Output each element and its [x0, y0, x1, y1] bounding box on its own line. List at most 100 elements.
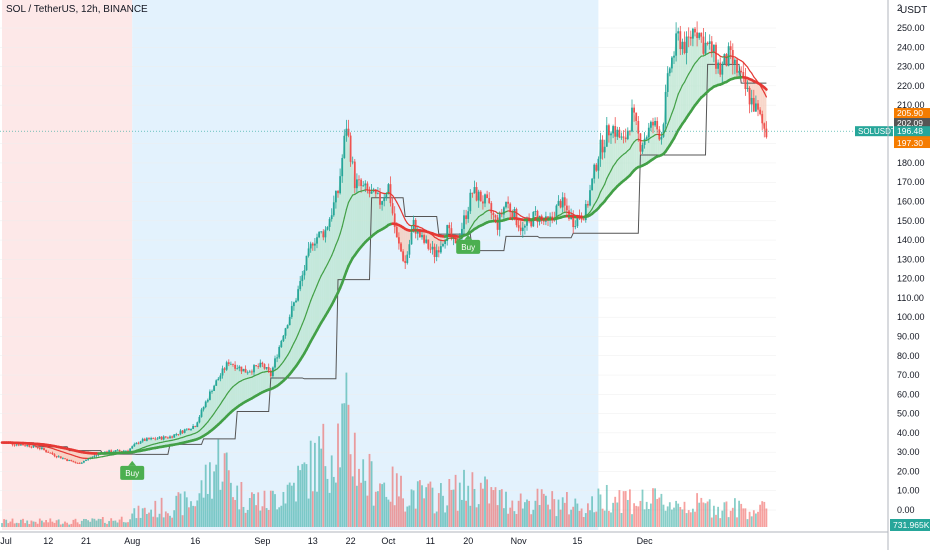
trend-fill: [294, 301, 296, 369]
candle-body: [346, 129, 348, 136]
y-tick-label: 80.00: [897, 351, 920, 361]
candle-body: [562, 197, 564, 207]
candle-body: [52, 453, 54, 454]
volume-bar: [289, 483, 291, 527]
volume-bar: [373, 506, 375, 527]
y-tick-label: 250.00: [897, 23, 925, 33]
volume-bar: [526, 500, 528, 527]
volume-bar: [667, 506, 669, 527]
volume-bar: [486, 479, 488, 527]
volume-bar: [629, 489, 631, 527]
volume-bar: [278, 507, 280, 527]
candle-body: [719, 63, 721, 75]
candle-body: [637, 121, 639, 134]
volume-bar: [253, 494, 255, 527]
volume-bar: [220, 490, 222, 527]
candle: [663, 123, 665, 138]
candle-body: [650, 122, 652, 128]
candle-body: [444, 241, 446, 244]
candle: [627, 127, 629, 140]
candle-body: [583, 219, 585, 220]
candle-body: [66, 459, 68, 461]
volume-bar: [301, 464, 303, 527]
candle-body: [234, 365, 236, 369]
candle-body: [255, 365, 257, 366]
volume-bar: [585, 513, 587, 527]
candle-body: [161, 437, 163, 440]
volume-bar: [501, 489, 503, 527]
volume-bar: [100, 519, 102, 527]
volume-bar: [633, 503, 635, 527]
volume-bar: [457, 511, 459, 527]
candle-body: [251, 371, 253, 372]
candle-body: [751, 98, 753, 104]
y-tick-label: 240.00: [897, 42, 925, 52]
candle-body: [150, 438, 152, 439]
candle-body: [661, 137, 663, 140]
candle-body: [404, 261, 406, 263]
volume-bar: [409, 506, 411, 527]
candle-body: [602, 140, 604, 153]
candle-body: [39, 448, 41, 449]
candle-body: [587, 204, 589, 205]
candle: [749, 86, 751, 113]
symbol-tag-label: SOLUSDT: [858, 127, 896, 136]
candle-body: [406, 255, 408, 263]
volume-bar: [47, 522, 49, 527]
y-tick-label: 40.00: [897, 428, 920, 438]
trend-fill: [323, 230, 325, 320]
trend-fill: [622, 137, 624, 183]
candle-body: [669, 68, 671, 73]
candle-body: [568, 210, 570, 219]
volume-bar: [593, 512, 595, 527]
volume-bar: [190, 501, 192, 527]
candle-body: [138, 443, 140, 444]
candle-body: [184, 429, 186, 432]
volume-bar: [404, 512, 406, 527]
volume-bar: [335, 483, 337, 527]
candle-body: [335, 191, 337, 202]
candle-body: [646, 137, 648, 139]
candle-body: [199, 417, 201, 422]
candle-body: [188, 429, 190, 430]
volume-bar: [652, 488, 654, 527]
x-tick-label: Sep: [254, 536, 270, 546]
candle-body: [486, 194, 488, 198]
trend-fill: [321, 231, 323, 322]
x-tick-label: 20: [463, 536, 473, 546]
volume-bar: [537, 489, 539, 527]
candle-body: [600, 140, 602, 159]
volume-bar: [73, 520, 75, 527]
candle-body: [43, 448, 45, 450]
candle: [60, 456, 62, 458]
candle-body: [348, 129, 350, 136]
candle-body: [289, 317, 291, 325]
volume-bar: [698, 503, 700, 527]
volume-bar: [377, 491, 379, 527]
volume-bar: [381, 484, 383, 527]
trend-fill: [244, 369, 246, 403]
candle-body: [566, 206, 568, 211]
volume-bar: [514, 511, 516, 527]
candle-body: [318, 232, 320, 237]
volume-bar: [354, 433, 356, 527]
candle-body: [591, 179, 593, 190]
candle-body: [507, 202, 509, 204]
volume-bar: [589, 510, 591, 527]
candle-body: [222, 368, 224, 375]
volume-bar: [222, 482, 224, 527]
candle-body: [740, 71, 742, 72]
volume-bar: [161, 498, 163, 527]
candle-body: [304, 270, 306, 275]
candle-body: [339, 176, 341, 193]
trend-fill: [218, 376, 220, 425]
volume-bar: [423, 498, 425, 527]
volume-bar: [180, 494, 182, 527]
symbol-title: SOL / TetherUS, 12h, BINANCE: [6, 4, 148, 15]
candle-body: [400, 243, 402, 251]
volume-bar: [264, 491, 266, 527]
candle: [684, 31, 686, 54]
candle-body: [488, 198, 490, 203]
